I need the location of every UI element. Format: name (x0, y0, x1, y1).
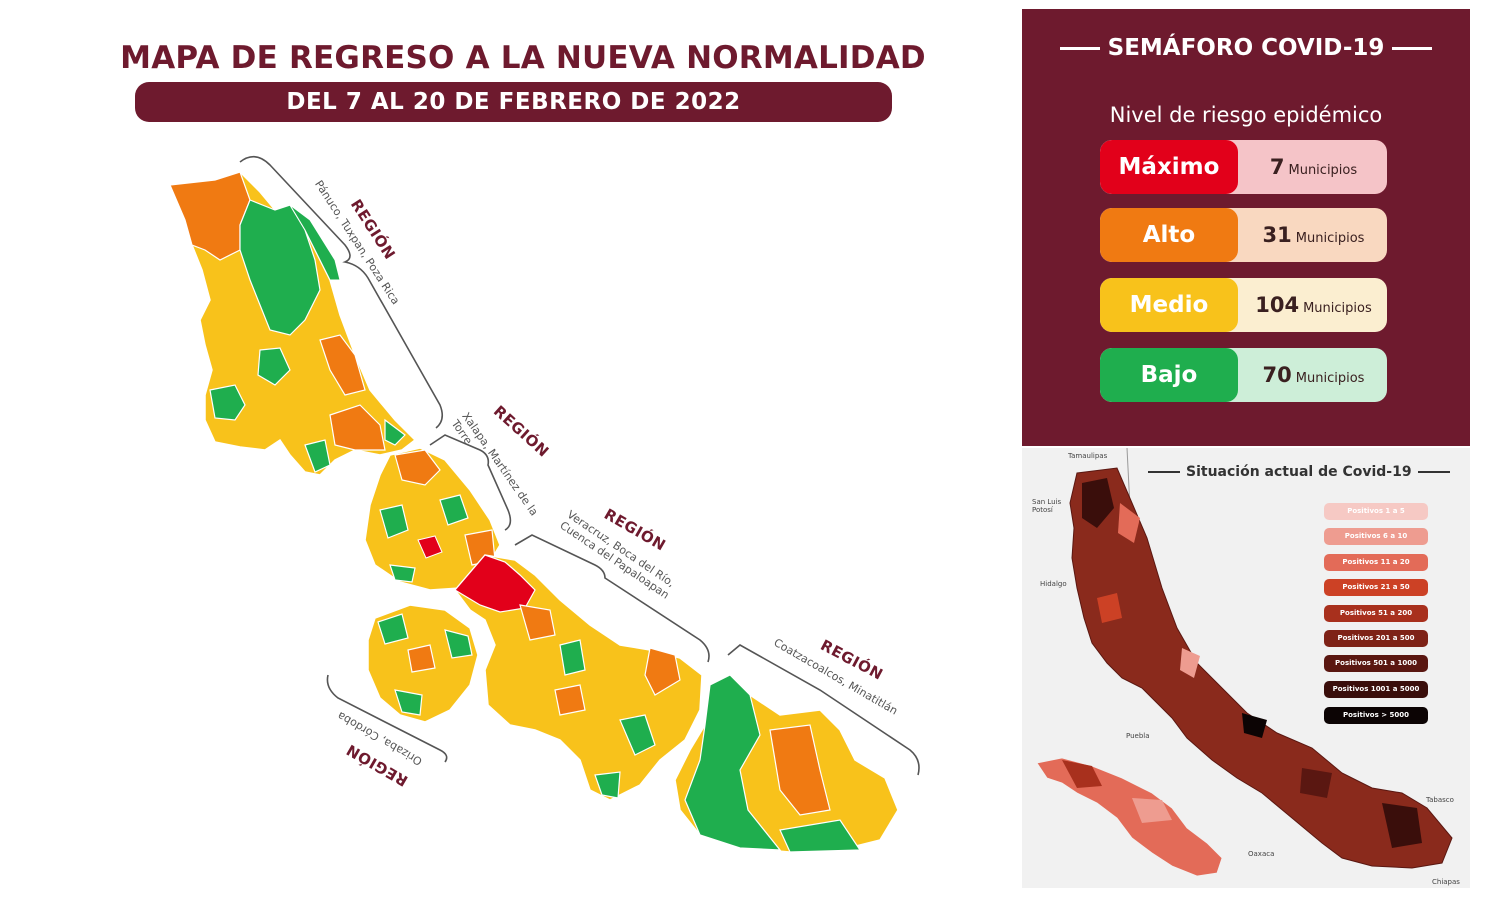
covid-rule-left (1148, 471, 1180, 473)
level-name: Medio (1100, 278, 1238, 332)
covid-dark-zone-3 (1382, 803, 1422, 848)
north-green-5 (304, 439, 331, 473)
legend-item: Positivos > 5000 (1324, 707, 1428, 724)
level-maximo: Máximo 7 Municipios (1100, 140, 1387, 194)
north-green-4 (384, 418, 406, 446)
covid-dark-zone-2 (1242, 713, 1267, 738)
region-bracket-xalapa (429, 434, 512, 531)
semaforo-title: SEMÁFORO COVID-19 (1107, 35, 1385, 61)
veracruz-orange-2 (644, 647, 681, 696)
legend-item: Positivos 201 a 500 (1324, 630, 1428, 647)
legend-item: Positivos 51 a 200 (1324, 605, 1428, 622)
title-rule-left (1059, 47, 1100, 50)
north-green-3 (257, 347, 291, 386)
level-count-number: 31 (1262, 223, 1292, 247)
veracruz-green-2 (619, 714, 656, 756)
covid-situation-panel: Situación actual de Covid-19 Positivos 1… (1022, 448, 1470, 888)
legend-item: Positivos 11 a 20 (1324, 554, 1428, 571)
covid-title: Situación actual de Covid-19 (1186, 464, 1412, 480)
covid-light-zone-2 (1180, 648, 1200, 678)
place-label: Puebla (1126, 732, 1150, 740)
page-title: MAPA DE REGRESO A LA NUEVA NORMALIDAD (120, 40, 926, 76)
legend-item: Positivos 1 a 5 (1324, 503, 1428, 520)
date-range-banner: DEL 7 AL 20 DE FEBRERO DE 2022 (135, 82, 892, 122)
level-count-unit: Municipios (1295, 371, 1365, 386)
legend-item: Positivos 21 a 50 (1324, 579, 1428, 596)
xalapa-green-2 (439, 494, 469, 526)
level-name: Máximo (1100, 140, 1238, 194)
legend-item: Positivos 501 a 1000 (1324, 655, 1428, 672)
level-count-unit: Municipios (1295, 231, 1365, 246)
orizaba-green-2 (444, 629, 473, 659)
orizaba-orange-1 (407, 644, 436, 673)
covid-light-zone-3 (1097, 593, 1122, 623)
covid-light-zone-1 (1118, 503, 1140, 543)
covid-rule-right (1417, 471, 1450, 473)
level-name: Alto (1100, 208, 1238, 262)
veracruz-red-zone (454, 554, 536, 613)
level-count: 104 Municipios (1240, 278, 1387, 332)
mexico-inset-light (1132, 798, 1172, 823)
covid-dark-zone-1 (1082, 478, 1114, 528)
xalapa-orange-1 (394, 449, 441, 486)
place-label: San Luis Potosí (1032, 498, 1062, 514)
veracruz-orange-3 (554, 684, 586, 716)
xalapa-red-1 (417, 535, 443, 559)
north-green-2 (209, 384, 246, 421)
level-count: 31 Municipios (1240, 208, 1387, 262)
covid-map (1036, 448, 1453, 877)
level-count-number: 70 (1262, 363, 1292, 387)
north-orange-1 (169, 171, 251, 261)
level-count: 7 Municipios (1240, 140, 1387, 194)
level-count-number: 104 (1255, 293, 1300, 317)
level-medio: Medio 104 Municipios (1100, 278, 1387, 332)
mexico-inset-dark (1062, 760, 1102, 788)
level-name: Bajo (1100, 348, 1238, 402)
orizaba-green-1 (377, 613, 409, 645)
legend-item: Positivos 6 a 10 (1324, 528, 1428, 545)
semaforo-title-row: SEMÁFORO COVID-19 (1022, 35, 1470, 61)
region-bracket-north (239, 155, 444, 429)
coatza-green-2 (779, 819, 862, 853)
level-bajo: Bajo 70 Municipios (1100, 348, 1387, 402)
covid-dark-zone-4 (1300, 768, 1332, 798)
coatza-green-1 (684, 674, 782, 851)
region-bracket-coatza (727, 644, 920, 776)
coatza-orange-1 (769, 724, 831, 816)
region-bracket-veracruz (514, 534, 710, 663)
place-label: Chiapas (1432, 878, 1460, 886)
veracruz-orange-1 (519, 604, 556, 641)
mexico-inset-map (1036, 757, 1223, 877)
place-label: Oaxaca (1248, 850, 1275, 858)
level-count-number: 7 (1269, 155, 1285, 179)
level-count: 70 Municipios (1240, 348, 1387, 402)
veracruz-green-1 (559, 639, 586, 676)
region-bracket-orizaba (326, 674, 448, 763)
north-orange-3 (329, 404, 386, 451)
semaforo-subtitle: Nivel de riesgo epidémico (1109, 103, 1383, 127)
covid-title-row: Situación actual de Covid-19 (1142, 464, 1470, 480)
semaforo-panel: SEMÁFORO COVID-19 Nivel de riesgo epidém… (1022, 9, 1470, 446)
level-alto: Alto 31 Municipios (1100, 208, 1387, 262)
place-label: Tamaulipas (1068, 452, 1108, 460)
place-label: Tabasco (1426, 796, 1454, 804)
xalapa-green-3 (389, 564, 416, 583)
level-count-unit: Municipios (1288, 163, 1358, 178)
veracruz-green-3 (594, 771, 621, 799)
north-orange-2 (319, 334, 366, 396)
legend-item: Positivos 1001 a 5000 (1324, 681, 1428, 698)
veracruz-risk-map (168, 155, 920, 853)
xalapa-green-1 (379, 504, 409, 539)
place-label: Hidalgo (1040, 580, 1067, 588)
north-green-coast (289, 204, 341, 281)
orizaba-green-3 (394, 689, 423, 716)
title-rule-right (1392, 47, 1433, 50)
level-count-unit: Municipios (1303, 301, 1372, 316)
